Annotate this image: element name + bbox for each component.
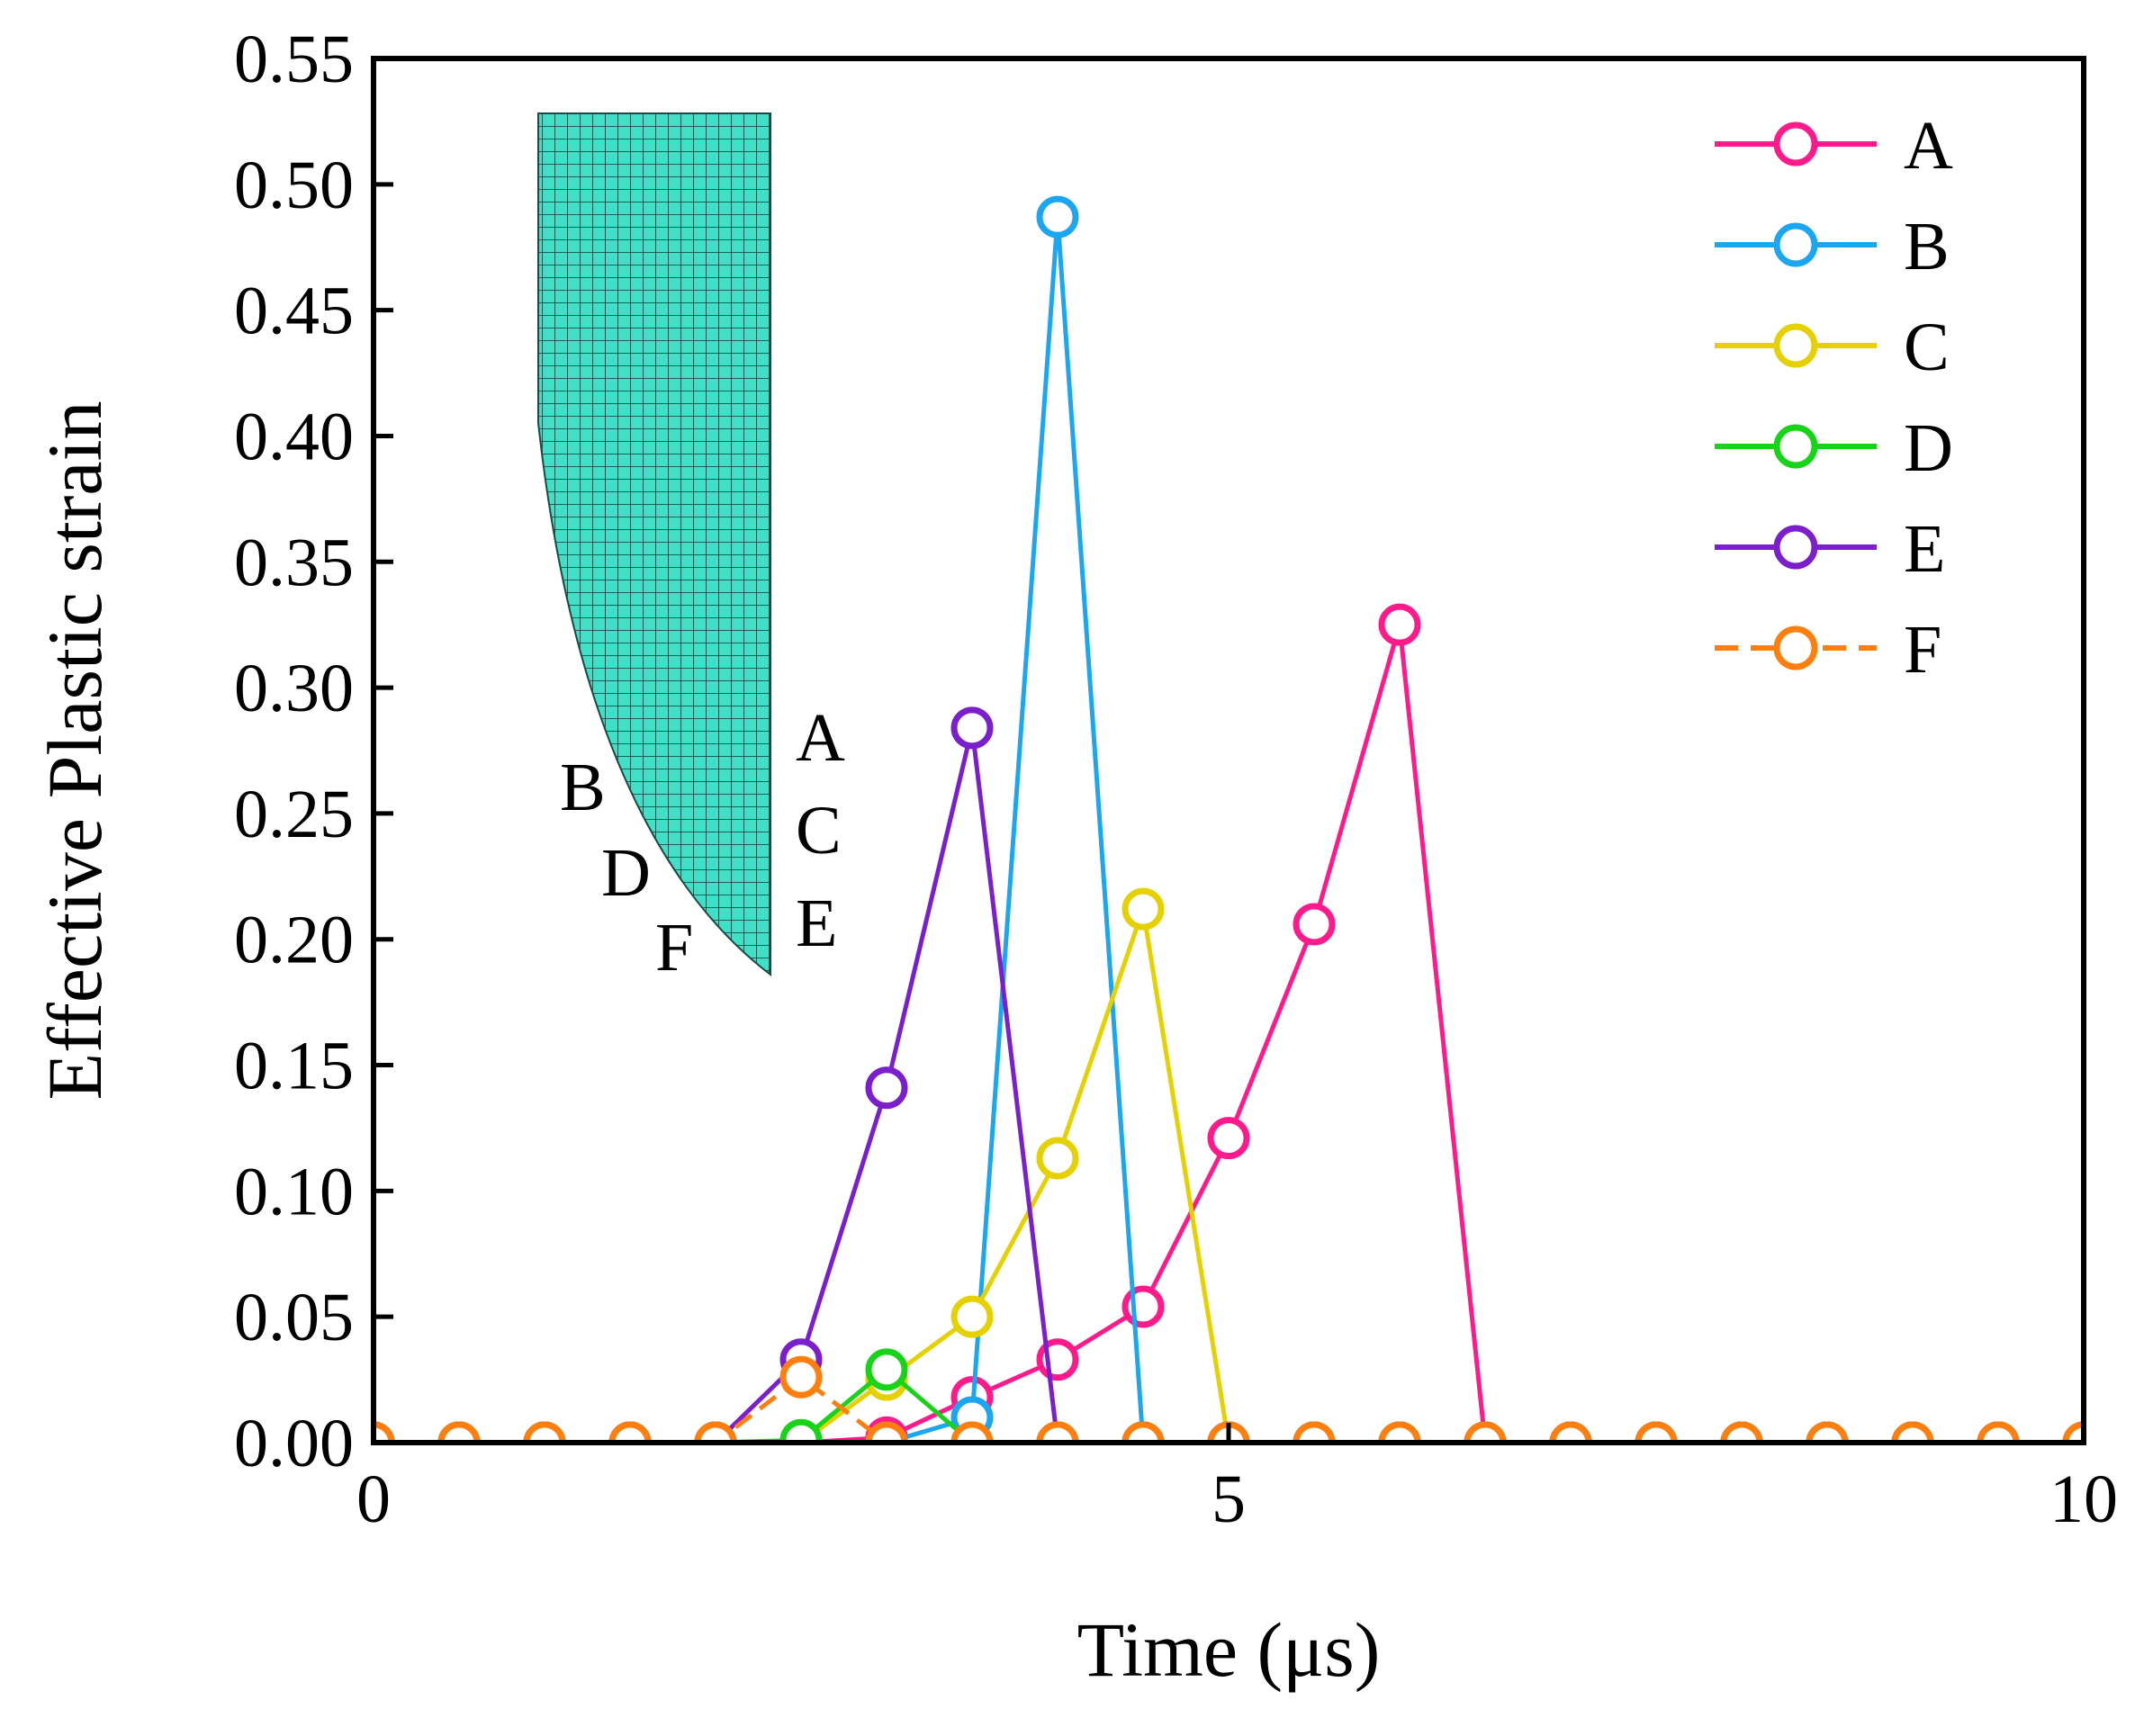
- y-tick-label-10: 0.50: [234, 148, 354, 223]
- point-e-6: [865, 1066, 908, 1110]
- y-tick-label-7: 0.35: [234, 525, 354, 600]
- inset-mesh-shape: [537, 112, 771, 977]
- y-tick-label-5: 0.25: [234, 777, 354, 852]
- point-f-4: [694, 1421, 737, 1443]
- legend-marker-f: [1773, 625, 1818, 670]
- point-d-6: [865, 1348, 908, 1391]
- point-f-11: [1293, 1421, 1336, 1443]
- point-f-17: [1806, 1421, 1849, 1443]
- point-f-8: [1036, 1421, 1079, 1443]
- y-tick-label-6: 0.30: [234, 651, 354, 726]
- series-c: [374, 887, 2084, 1443]
- inset-label-c: C: [796, 793, 842, 868]
- point-f-13: [1464, 1421, 1507, 1443]
- point-c-9: [1122, 887, 1165, 931]
- legend-label-b: B: [1904, 209, 1950, 284]
- point-f-0: [374, 1421, 395, 1443]
- point-f-1: [437, 1421, 481, 1443]
- point-f-6: [865, 1421, 908, 1443]
- legend-label-d: D: [1904, 410, 1953, 486]
- series-f: [374, 1355, 2084, 1443]
- inset-label-f: F: [655, 910, 693, 985]
- point-f-5: [779, 1355, 823, 1399]
- x-tick-label-1: 5: [1212, 1462, 1246, 1537]
- legend-marker-b: [1773, 222, 1818, 267]
- point-b-8: [1036, 195, 1079, 238]
- point-f-15: [1635, 1421, 1678, 1443]
- inset-label-b: B: [560, 750, 606, 825]
- y-tick-label-2: 0.10: [234, 1154, 354, 1229]
- legend-marker-a: [1773, 121, 1818, 166]
- inset-label-e: E: [796, 886, 837, 961]
- point-f-14: [1549, 1421, 1592, 1443]
- y-axis-title: Effective Plastic strain: [32, 401, 118, 1101]
- point-f-20: [2062, 1421, 2084, 1443]
- point-f-19: [1977, 1421, 2020, 1443]
- point-f-9: [1122, 1421, 1165, 1443]
- legend-label-c: C: [1904, 310, 1950, 385]
- point-c-7: [950, 1295, 994, 1338]
- legend-label-e: E: [1904, 511, 1945, 587]
- y-tick-label-8: 0.40: [234, 399, 354, 474]
- point-a-12: [1378, 603, 1421, 646]
- y-tick-label-1: 0.05: [234, 1280, 354, 1355]
- point-f-16: [1720, 1421, 1763, 1443]
- point-c-8: [1036, 1137, 1079, 1180]
- point-f-2: [523, 1421, 566, 1443]
- point-f-18: [1891, 1421, 1934, 1443]
- legend-item-f: F: [1715, 612, 1941, 688]
- x-tick-label-0: 0: [356, 1462, 391, 1537]
- legend-marker-c: [1773, 323, 1818, 368]
- point-f-12: [1378, 1421, 1421, 1443]
- point-f-7: [950, 1421, 994, 1443]
- legend-item-e: E: [1715, 511, 1945, 587]
- y-tick-label-4: 0.20: [234, 903, 354, 978]
- x-tick-label-2: 10: [2049, 1462, 2118, 1537]
- series-e: [374, 706, 2084, 1443]
- inset-label-a: A: [796, 700, 845, 776]
- x-axis: 0 5 10: [356, 1423, 2118, 1537]
- y-tick-label-9: 0.45: [234, 274, 354, 349]
- legend-item-d: D: [1715, 410, 1953, 486]
- y-tick-label-11: 0.55: [234, 22, 354, 97]
- x-axis-title: Time (μs): [1077, 1606, 1381, 1693]
- legend-item-b: B: [1715, 209, 1950, 284]
- legend-item-c: C: [1715, 310, 1950, 385]
- y-tick-label-3: 0.15: [234, 1029, 354, 1104]
- inset-mesh-figure: A C E B D F: [537, 112, 845, 985]
- legend-label-a: A: [1904, 108, 1953, 184]
- point-f-3: [608, 1421, 652, 1443]
- legend-marker-d: [1773, 424, 1818, 469]
- point-a-11: [1293, 903, 1336, 946]
- point-a-10: [1207, 1117, 1250, 1160]
- legend-marker-e: [1773, 525, 1818, 570]
- y-axis: 0.00 0.05 0.10 0.15 0.20 0.25 0.30 0.35 0.40 0.45…: [234, 22, 393, 1481]
- legend-item-a: A: [1715, 108, 1953, 184]
- series-layer: [374, 195, 2084, 1443]
- legend-label-f: F: [1904, 612, 1941, 688]
- point-e-7: [950, 706, 994, 750]
- inset-label-d: D: [601, 835, 651, 911]
- series-line-c: [374, 906, 2084, 1443]
- y-tick-label-0: 0.00: [234, 1406, 354, 1481]
